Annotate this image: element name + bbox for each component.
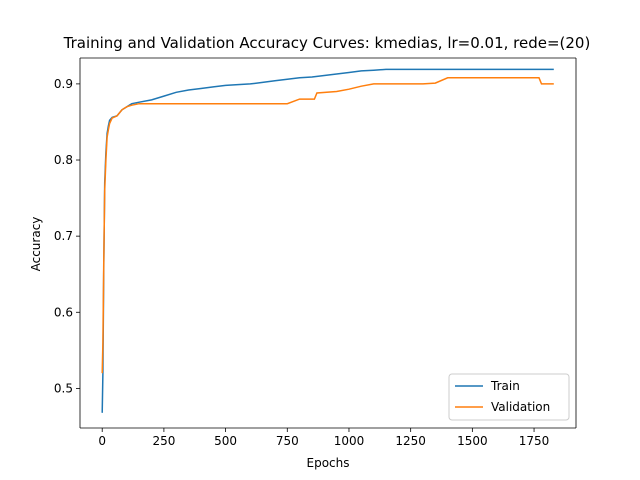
validation-line bbox=[101, 77, 554, 374]
axes bbox=[79, 57, 577, 429]
y-tick-label: 0.6 bbox=[54, 305, 73, 319]
legend-label-train: Train bbox=[490, 379, 520, 393]
legend-label-validation: Validation bbox=[491, 400, 550, 414]
x-tick-label: 1750 bbox=[519, 434, 550, 448]
x-tick-label: 1500 bbox=[457, 434, 488, 448]
train-line bbox=[101, 68, 554, 413]
y-tick-label: 0.8 bbox=[54, 153, 73, 167]
x-tick-label: 1000 bbox=[334, 434, 365, 448]
x-tick-label: 250 bbox=[152, 434, 175, 448]
chart-title: Training and Validation Accuracy Curves:… bbox=[63, 34, 591, 52]
y-tick-label: 0.5 bbox=[54, 381, 73, 395]
x-tick-label: 0 bbox=[98, 434, 106, 448]
y-axis-label: Accuracy bbox=[29, 217, 43, 272]
ticks: 0 250 500 750 1000 1250 1500 1750 0.5 0.6 0.7 0.8 0.… bbox=[54, 77, 549, 448]
plot-lines bbox=[101, 68, 554, 413]
x-tick-label: 1250 bbox=[395, 434, 426, 448]
x-tick-label: 500 bbox=[214, 434, 237, 448]
x-axis-label: Epochs bbox=[307, 456, 350, 470]
y-tick-label: 0.9 bbox=[54, 77, 73, 91]
legend: Train Validation bbox=[448, 373, 570, 421]
y-tick-label: 0.7 bbox=[54, 229, 73, 243]
x-tick-label: 750 bbox=[276, 434, 299, 448]
